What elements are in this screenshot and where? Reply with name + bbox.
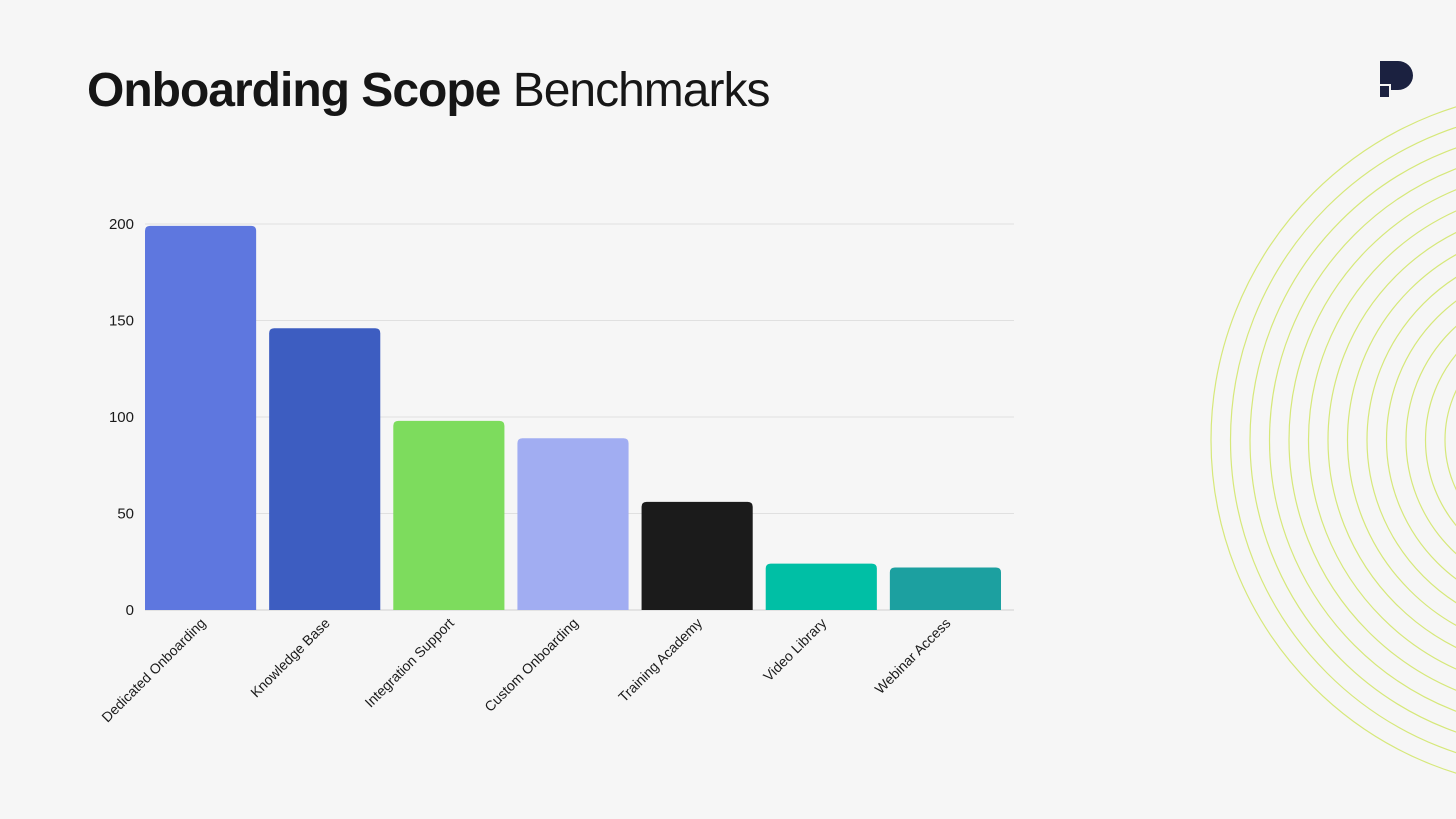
page-title: Onboarding Scope Benchmarks [87,62,771,120]
chart-bars [145,225,1001,610]
ring [1229,126,1456,754]
page-title-bold: Onboarding Scope [87,64,501,117]
ring [1249,147,1456,733]
y-tick-label: 50 [117,506,134,523]
ring [1268,168,1456,712]
ring [1210,106,1456,774]
y-axis: 0 50 100 150 200 [109,216,134,619]
x-tick-label: Training Academy [615,615,705,705]
x-tick-label: Webinar Access [871,615,953,697]
page-title-light: Benchmarks [512,64,771,117]
ring [1307,210,1456,670]
x-tick-label: Video Library [760,615,829,684]
concentric-rings-icon [1210,106,1456,774]
bar [889,567,1001,610]
ring [1366,276,1456,604]
x-axis: Dedicated Onboarding Knowledge Base Integr… [98,615,953,726]
bar [145,225,257,610]
ring [1385,300,1456,580]
y-tick-label: 150 [109,313,134,330]
bar [269,328,381,610]
bar [641,501,753,610]
y-tick-label: 100 [109,409,134,426]
ring [1444,389,1456,491]
ring [1327,231,1456,649]
ring [1424,353,1456,527]
bar [765,563,877,610]
ring [1288,189,1456,691]
x-tick-label: Knowledge Base [247,615,333,701]
ring [1346,254,1456,626]
x-tick-label: Dedicated Onboarding [98,615,208,725]
bar [393,420,505,610]
x-tick-label: Integration Support [361,615,457,711]
x-tick-label: Custom Onboarding [481,615,581,715]
ring [1405,325,1456,555]
y-tick-label: 200 [109,216,134,233]
y-tick-label: 0 [126,602,134,619]
bar [517,438,629,610]
brand-p-logo-icon [1380,61,1413,97]
